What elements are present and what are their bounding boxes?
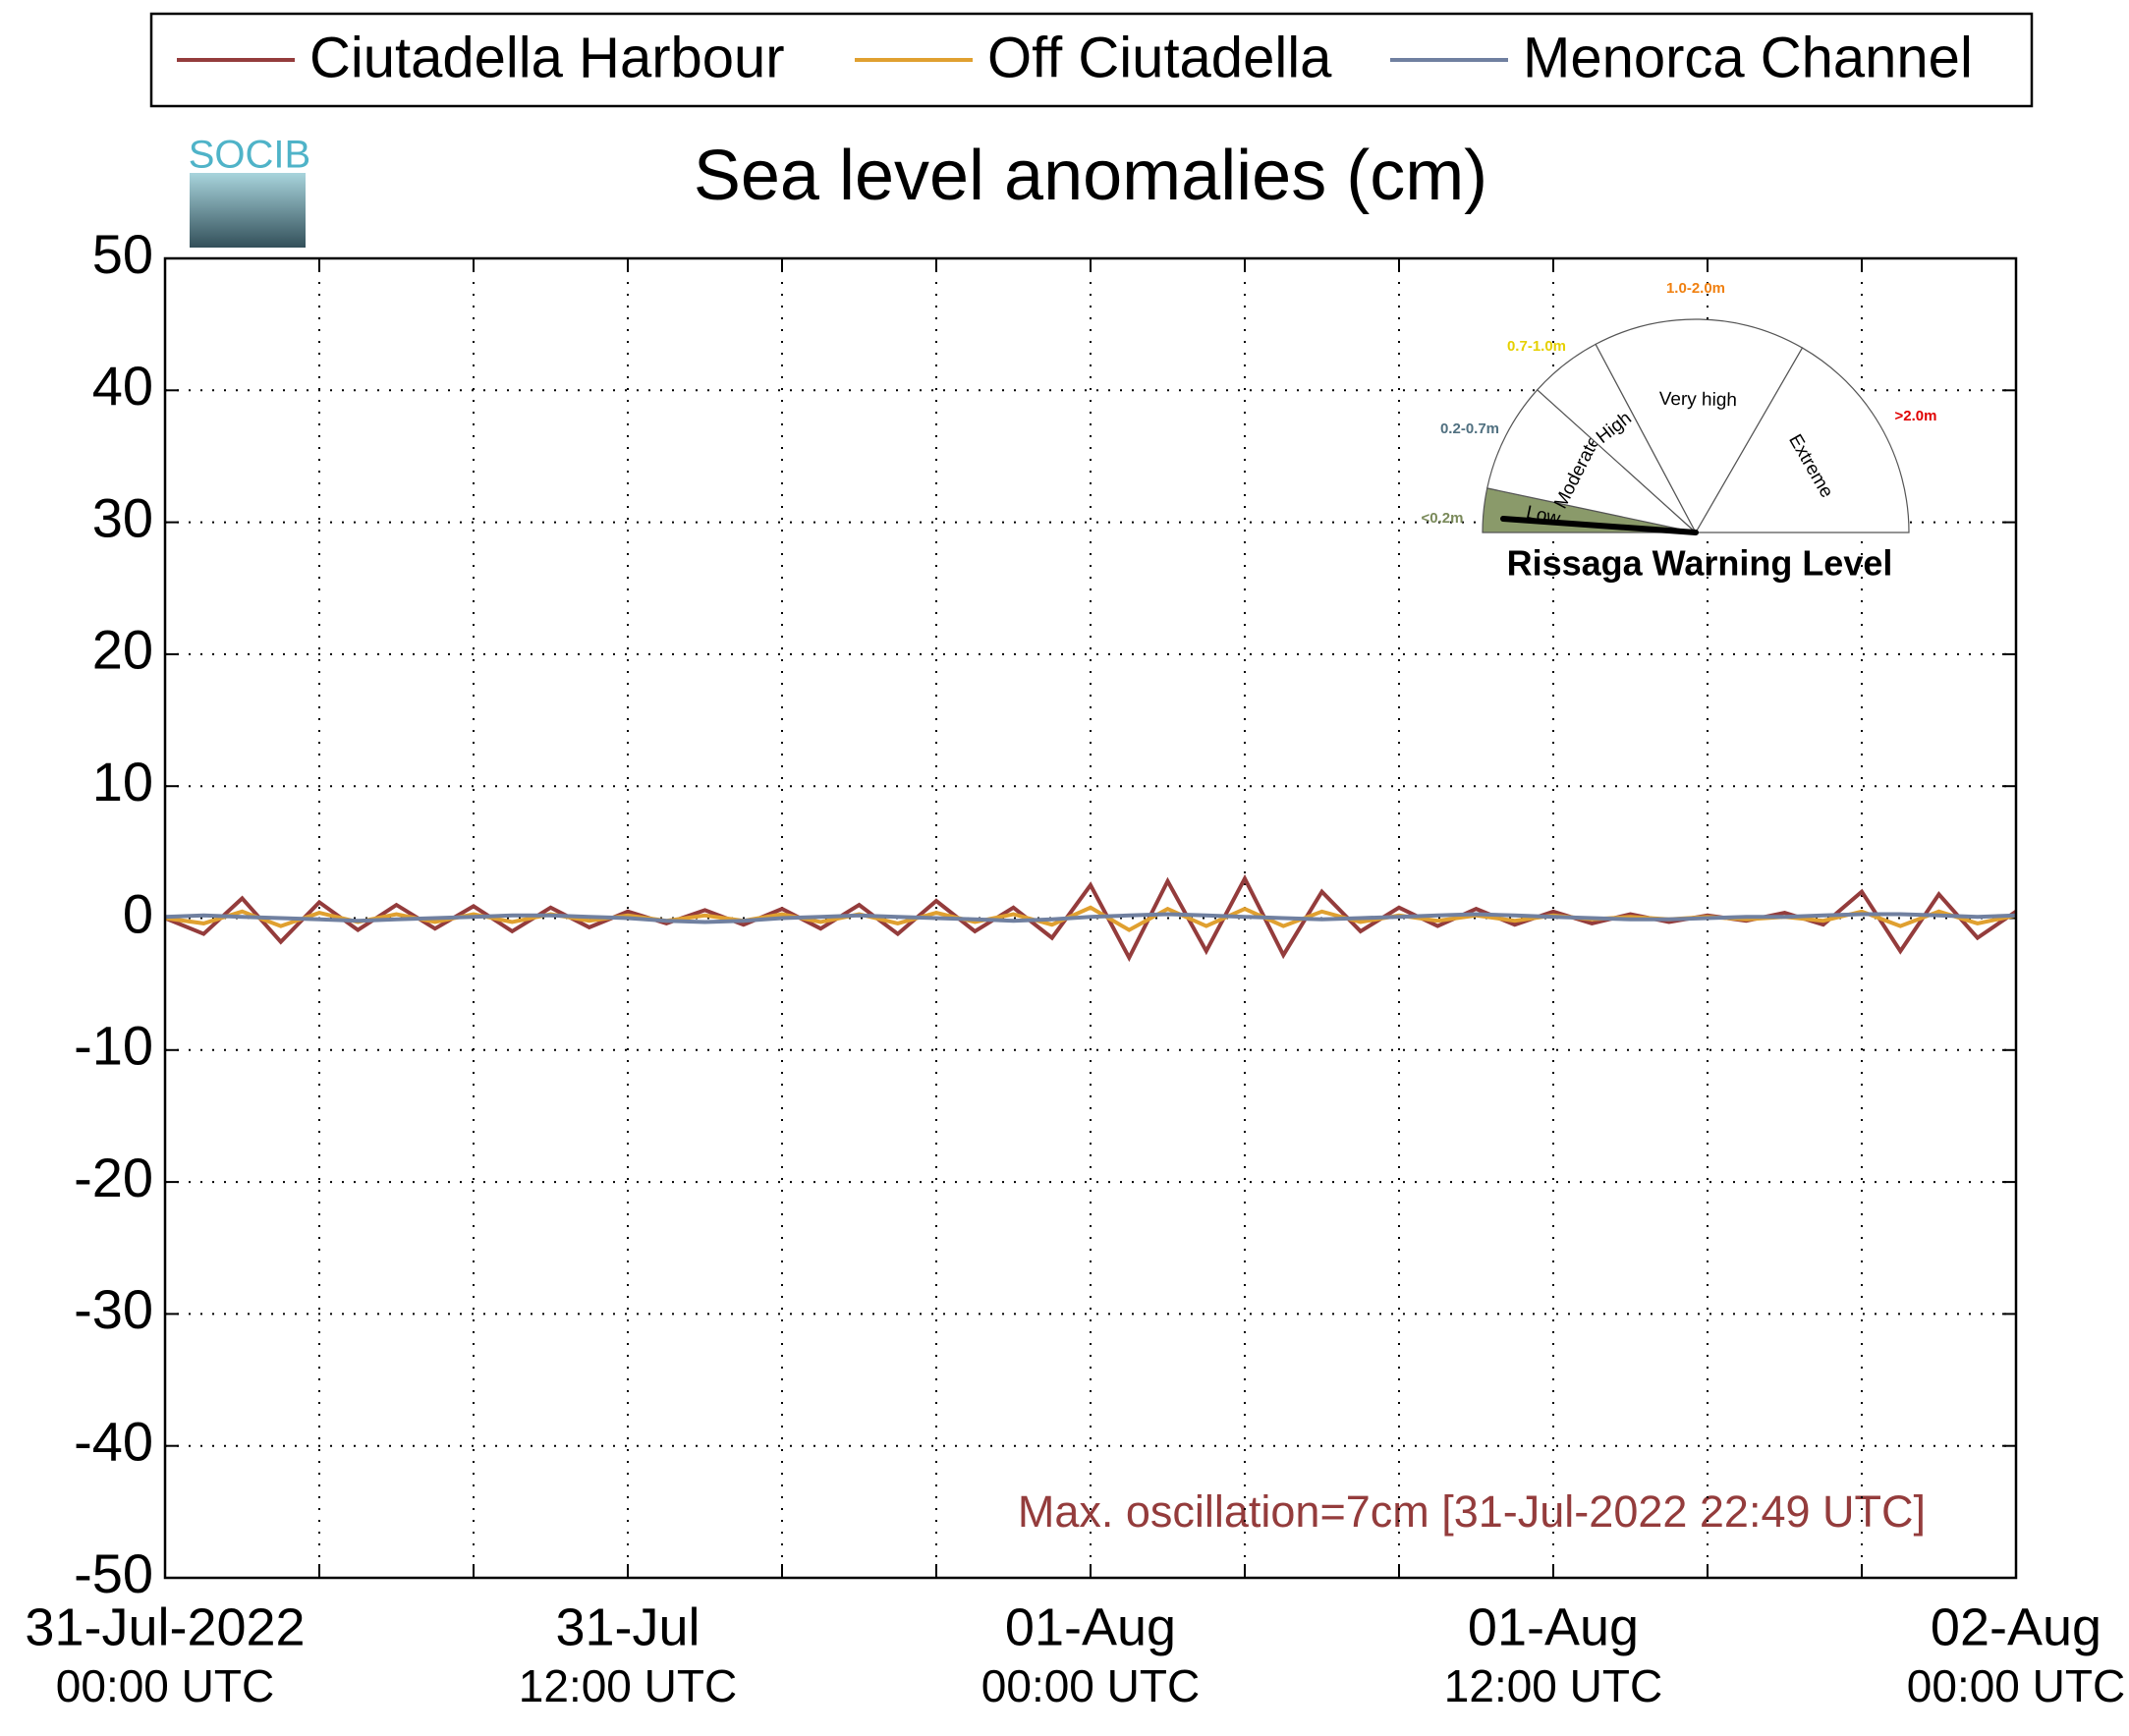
y-tick-label: -50	[74, 1542, 153, 1604]
x-tick-label: 12:00 UTC	[1444, 1660, 1662, 1711]
gauge-range: >2.0m	[1895, 408, 1937, 424]
logo-box	[190, 173, 306, 248]
y-tick-label: -40	[74, 1410, 153, 1472]
y-tick-label: 0	[123, 882, 153, 944]
chart-title: Sea level anomalies (cm)	[694, 137, 1487, 215]
legend-label: Ciutadella Harbour	[309, 26, 785, 89]
gauge-range: <0.2m	[1422, 510, 1464, 527]
y-tick-label: 40	[92, 355, 153, 417]
y-tick-label: -10	[74, 1015, 153, 1077]
legend-label: Off Ciutadella	[987, 26, 1332, 89]
y-tick-label: 50	[92, 223, 153, 285]
x-tick-label: 31-Jul-2022	[25, 1597, 305, 1656]
y-tick-label: -20	[74, 1147, 153, 1208]
gauge-level-name: Very high	[1659, 389, 1738, 411]
x-tick-label: 12:00 UTC	[519, 1660, 737, 1711]
x-tick-label: 00:00 UTC	[981, 1660, 1200, 1711]
gauge-needle	[1500, 516, 1699, 535]
logo-text: SOCIB	[189, 134, 310, 177]
x-tick-label: 02-Aug	[1931, 1597, 2101, 1656]
y-tick-label: 20	[92, 619, 153, 681]
gauge-range: 1.0-2.0m	[1666, 280, 1725, 297]
gauge-sector	[1595, 318, 1804, 534]
y-tick-label: 30	[92, 486, 153, 548]
x-tick-label: 00:00 UTC	[56, 1660, 274, 1711]
x-tick-label: 31-Jul	[555, 1597, 700, 1656]
x-tick-label: 00:00 UTC	[1907, 1660, 2125, 1711]
gauge-range: 0.7-1.0m	[1507, 338, 1566, 355]
gauge-sector	[1694, 347, 1910, 533]
legend-label: Menorca Channel	[1523, 26, 1973, 89]
plot-frame	[163, 256, 2018, 1580]
gauge-sector	[1486, 388, 1699, 534]
legend-box	[149, 12, 2034, 108]
x-tick-label: 01-Aug	[1468, 1597, 1639, 1656]
x-tick-label: 01-Aug	[1005, 1597, 1176, 1656]
gauge-range: 0.2-0.7m	[1440, 420, 1499, 437]
series-line	[164, 912, 2017, 924]
y-tick-label: -30	[74, 1278, 153, 1340]
y-tick-label: 10	[92, 751, 153, 812]
annotation: Max. oscillation=7cm [31-Jul-2022 22:49 …	[1018, 1486, 1926, 1537]
gauge-title: Rissaga Warning Level	[1507, 543, 1893, 584]
